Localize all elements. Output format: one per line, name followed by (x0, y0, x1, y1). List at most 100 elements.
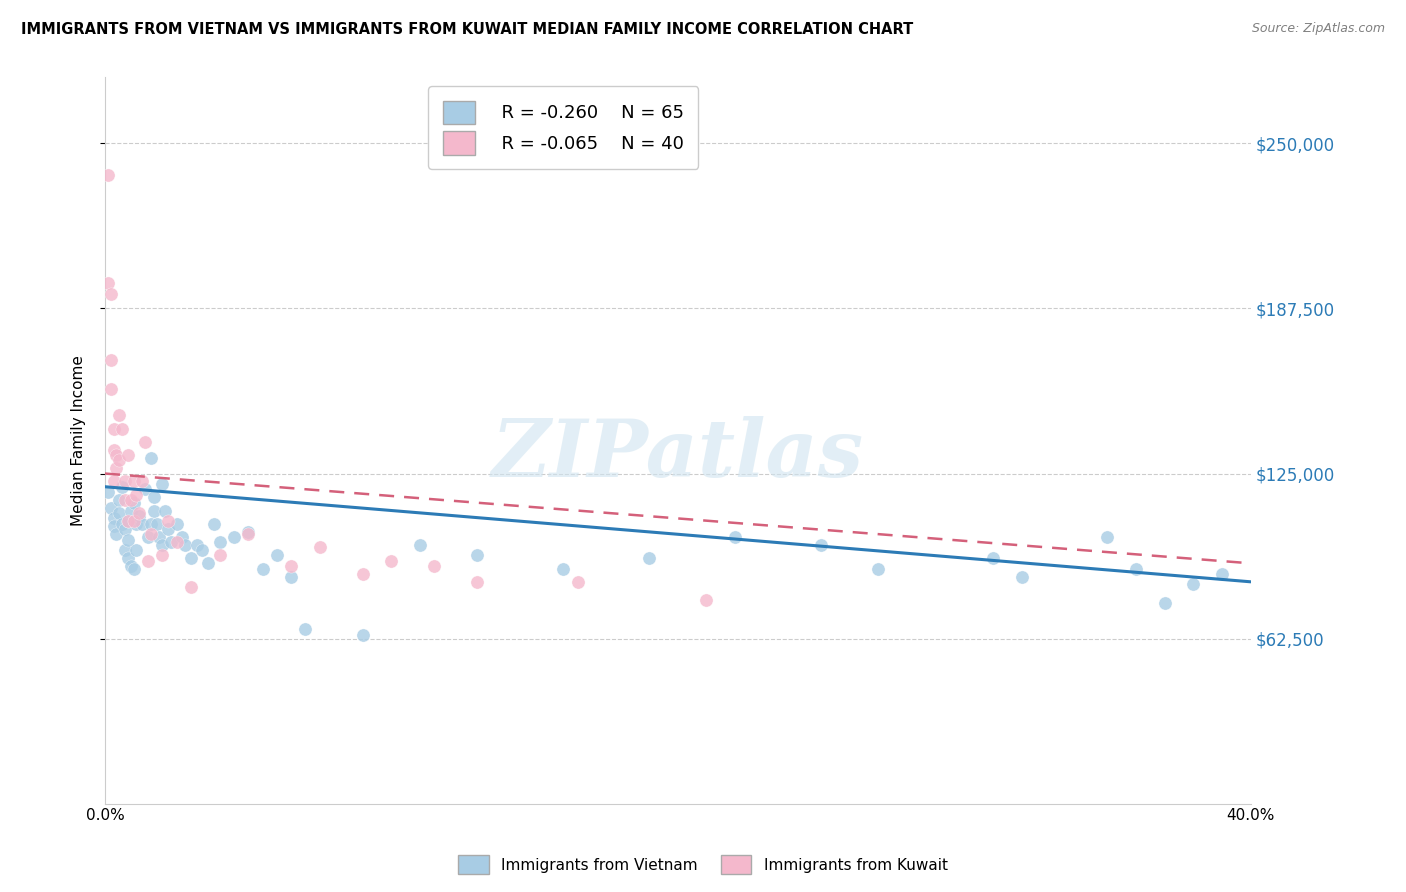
Point (114, 543, 136, 558)
Point (294, 623, 316, 637)
Point (222, 530, 245, 544)
Point (125, 516, 148, 531)
Point (120, 558, 142, 573)
Legend: Immigrants from Vietnam, Immigrants from Kuwait: Immigrants from Vietnam, Immigrants from… (453, 849, 953, 880)
Point (97, 485, 120, 500)
Point (131, 475, 153, 489)
Point (145, 516, 167, 531)
Point (1125, 561, 1147, 575)
Point (202, 516, 225, 531)
Point (166, 535, 188, 549)
Point (134, 483, 156, 497)
Point (125, 543, 148, 558)
Point (423, 558, 446, 573)
Point (186, 538, 208, 552)
Point (128, 506, 150, 520)
Point (114, 522, 136, 536)
Point (97, 168, 120, 182)
Point (695, 593, 717, 607)
Point (103, 519, 125, 533)
Text: Source: ZipAtlas.com: Source: ZipAtlas.com (1251, 22, 1385, 36)
Point (139, 450, 162, 465)
Point (465, 549, 488, 563)
Point (105, 461, 128, 475)
Point (122, 495, 145, 509)
Point (108, 492, 131, 507)
Point (131, 516, 153, 531)
Point (97, 277, 120, 291)
Point (868, 561, 890, 575)
Point (252, 561, 274, 575)
Point (111, 480, 134, 494)
Point (105, 527, 128, 541)
Point (117, 448, 139, 462)
Point (180, 551, 202, 566)
Point (981, 551, 1004, 566)
Point (139, 527, 162, 541)
Point (280, 558, 302, 573)
Point (197, 557, 219, 571)
Point (409, 538, 432, 552)
Point (103, 442, 125, 457)
Point (120, 492, 142, 507)
Point (105, 448, 128, 462)
Point (117, 533, 139, 547)
Point (150, 477, 173, 491)
Point (638, 551, 661, 566)
Point (103, 511, 125, 525)
Point (465, 574, 488, 589)
Point (166, 516, 188, 531)
Point (142, 503, 165, 517)
Point (122, 475, 145, 489)
Point (180, 580, 202, 594)
Point (122, 514, 145, 528)
Point (108, 453, 131, 467)
Point (125, 488, 148, 502)
Point (103, 475, 125, 489)
Point (280, 569, 302, 583)
Point (1153, 596, 1175, 610)
Point (266, 549, 288, 563)
Point (100, 382, 122, 396)
Point (150, 549, 173, 563)
Point (148, 530, 170, 544)
Point (208, 549, 231, 563)
Point (100, 353, 122, 368)
Point (1211, 566, 1233, 581)
Point (191, 543, 214, 558)
Point (136, 554, 159, 568)
Point (208, 535, 231, 549)
Point (128, 508, 150, 523)
Point (111, 516, 134, 531)
Point (1182, 577, 1205, 591)
Point (114, 475, 136, 489)
Point (553, 561, 575, 575)
Text: ZIPatlas: ZIPatlas (492, 417, 863, 494)
Point (120, 503, 142, 517)
Point (238, 527, 260, 541)
Point (134, 434, 156, 449)
Point (150, 538, 173, 552)
Text: IMMIGRANTS FROM VIETNAM VS IMMIGRANTS FROM KUWAIT MEDIAN FAMILY INCOME CORRELATI: IMMIGRANTS FROM VIETNAM VS IMMIGRANTS FR… (21, 22, 914, 37)
Point (100, 500, 122, 515)
Point (108, 506, 131, 520)
Point (567, 574, 589, 589)
Point (139, 516, 162, 531)
Point (108, 409, 131, 423)
Point (100, 287, 122, 301)
Point (352, 566, 374, 581)
Point (724, 530, 747, 544)
Point (156, 522, 179, 536)
Point (153, 503, 176, 517)
Point (174, 538, 197, 552)
Point (122, 561, 145, 575)
Point (380, 554, 402, 568)
Point (810, 538, 832, 552)
Point (136, 530, 159, 544)
Point (142, 491, 165, 505)
Point (117, 514, 139, 528)
Point (114, 492, 136, 507)
Point (103, 422, 125, 436)
Y-axis label: Median Family Income: Median Family Income (72, 355, 86, 526)
Point (160, 535, 183, 549)
